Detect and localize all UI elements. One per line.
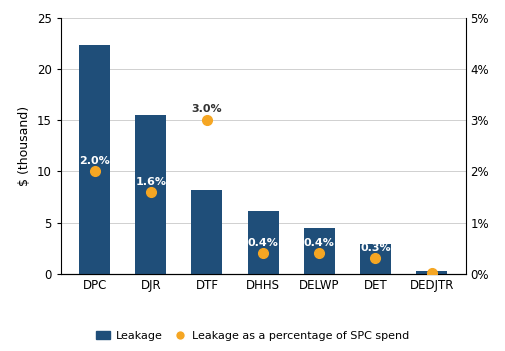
Text: 2.0%: 2.0% bbox=[79, 156, 110, 166]
Text: 0.3%: 0.3% bbox=[360, 243, 390, 253]
Bar bbox=[135, 115, 166, 274]
Text: 0.4%: 0.4% bbox=[304, 238, 334, 248]
Text: 0.4%: 0.4% bbox=[247, 238, 278, 248]
Bar bbox=[191, 190, 222, 274]
Text: 0.01%: 0.01% bbox=[412, 258, 450, 268]
Text: 1.6%: 1.6% bbox=[135, 177, 166, 187]
Bar bbox=[247, 211, 278, 274]
Y-axis label: $ (thousand): $ (thousand) bbox=[18, 106, 31, 186]
Bar bbox=[360, 244, 390, 274]
Legend: Leakage, Leakage as a percentage of SPC spend: Leakage, Leakage as a percentage of SPC … bbox=[92, 326, 413, 345]
Bar bbox=[79, 45, 110, 274]
Bar bbox=[416, 271, 446, 274]
Text: 3.0%: 3.0% bbox=[191, 104, 222, 114]
Bar bbox=[303, 228, 334, 274]
